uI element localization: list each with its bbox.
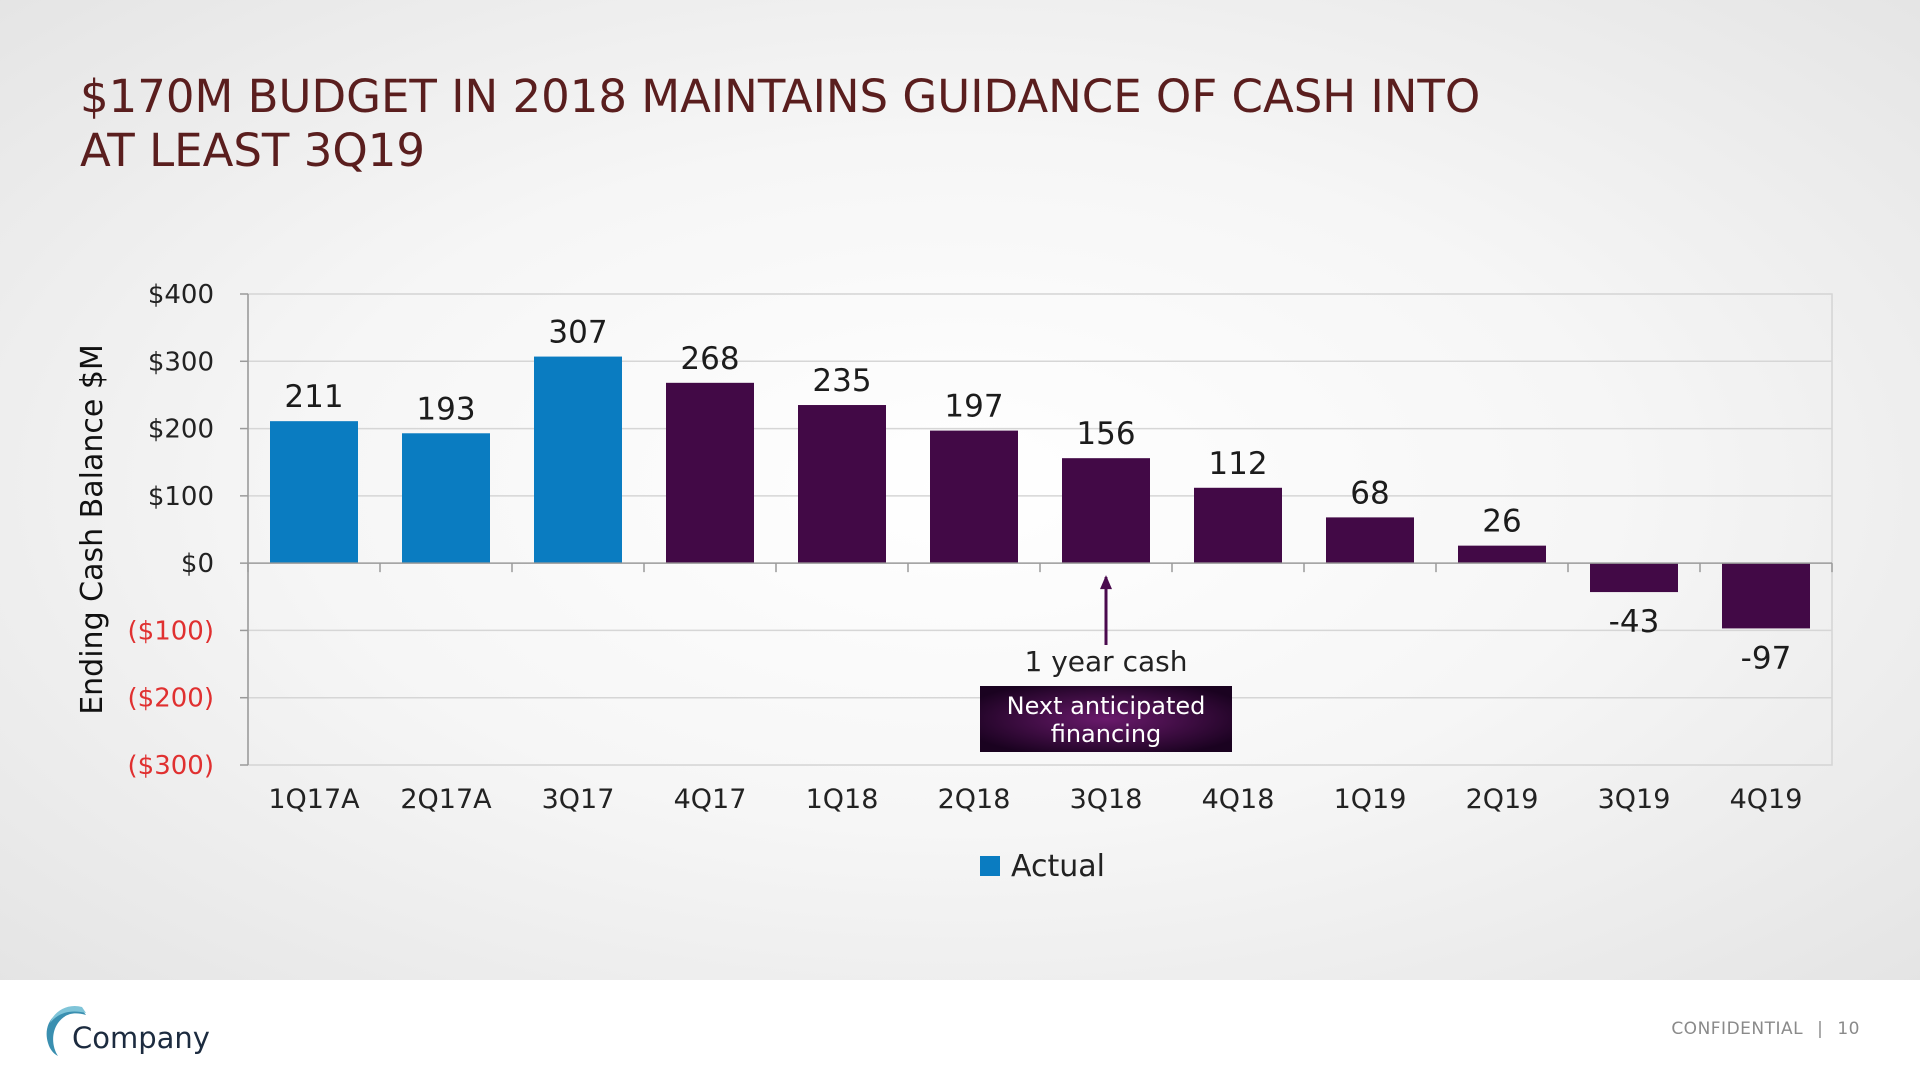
value-label-3Q17: 307 [548, 315, 607, 351]
company-logo: Company [38, 1001, 238, 1061]
value-label-2Q19: 26 [1482, 504, 1521, 540]
title-line-1: $170M BUDGET IN 2018 MAINTAINS GUIDANCE … [80, 70, 1481, 123]
company-logo-icon [46, 1005, 86, 1056]
slide-title: $170M BUDGET IN 2018 MAINTAINS GUIDANCE … [80, 70, 1640, 178]
footer-separator: | [1817, 1019, 1824, 1039]
bar-1Q17A [270, 421, 358, 564]
x-tick-label-2Q17A: 2Q17A [400, 784, 492, 815]
confidential-footer: CONFIDENTIAL | 10 [1671, 1019, 1860, 1039]
value-label-1Q19: 68 [1350, 475, 1389, 511]
bar-4Q17 [666, 382, 754, 564]
y-tick-label: ($300) [128, 751, 214, 781]
value-label-1Q17A: 211 [284, 379, 343, 415]
bar-3Q17 [534, 356, 622, 564]
bar-2Q18 [930, 430, 1018, 564]
x-tick-label-3Q18: 3Q18 [1070, 784, 1143, 815]
confidential-label: CONFIDENTIAL [1671, 1019, 1804, 1039]
title-line-2: AT LEAST 3Q19 [80, 124, 426, 177]
financing-box-line-1: Next anticipated [1007, 692, 1206, 720]
x-tick-label-1Q17A: 1Q17A [268, 784, 360, 815]
value-label-3Q19: -43 [1609, 604, 1660, 640]
company-name: Company [72, 1021, 210, 1055]
y-tick-label: $300 [148, 347, 214, 377]
bar-3Q19 [1590, 563, 1678, 593]
y-tick-label: ($200) [128, 684, 214, 714]
x-tick-label-1Q18: 1Q18 [806, 784, 879, 815]
y-tick-label: $200 [148, 415, 214, 445]
y-tick-label: $400 [148, 280, 214, 310]
y-tick-label: ($100) [128, 616, 214, 646]
page-number: 10 [1837, 1019, 1860, 1039]
footer-bar [0, 980, 1920, 1080]
value-label-2Q18: 197 [944, 389, 1003, 425]
value-label-4Q19: -97 [1741, 640, 1792, 676]
x-tick-label-4Q19: 4Q19 [1730, 784, 1803, 815]
financing-box-line-2: financing [1051, 720, 1162, 748]
value-label-2Q17A: 193 [416, 391, 475, 427]
bar-1Q19 [1326, 517, 1414, 564]
y-axis-title: Ending Cash Balance $M [75, 344, 110, 715]
annotation-label: 1 year cash [1025, 645, 1188, 678]
x-tick-label-2Q19: 2Q19 [1466, 784, 1539, 815]
financing-box [980, 686, 1232, 752]
bar-1Q18 [798, 405, 886, 564]
bar-3Q18 [1062, 458, 1150, 564]
value-label-4Q17: 268 [680, 341, 739, 377]
x-tick-label-4Q17: 4Q17 [674, 784, 747, 815]
legend-label-actual: Actual [1011, 849, 1105, 884]
x-tick-label-3Q19: 3Q19 [1598, 784, 1671, 815]
y-tick-label: $100 [148, 482, 214, 512]
value-label-4Q18: 112 [1208, 446, 1267, 482]
bar-2Q17A [402, 433, 490, 564]
value-label-3Q18: 156 [1076, 416, 1135, 452]
x-tick-label-1Q19: 1Q19 [1334, 784, 1407, 815]
cash-balance-chart: $400 $300 $200 $100 $0 ($100) ($200) ($300) Endi… [75, 280, 1833, 884]
bar-4Q19 [1722, 563, 1810, 629]
bar-2Q19 [1458, 545, 1546, 564]
legend-swatch-actual [980, 856, 1000, 876]
annotation-arrow-head [1100, 575, 1112, 590]
x-tick-label-3Q17: 3Q17 [542, 784, 615, 815]
value-label-1Q18: 235 [812, 363, 871, 399]
y-tick-label: $0 [181, 549, 214, 579]
x-tick-label-4Q18: 4Q18 [1202, 784, 1275, 815]
bar-4Q18 [1194, 487, 1282, 564]
x-tick-label-2Q18: 2Q18 [938, 784, 1011, 815]
